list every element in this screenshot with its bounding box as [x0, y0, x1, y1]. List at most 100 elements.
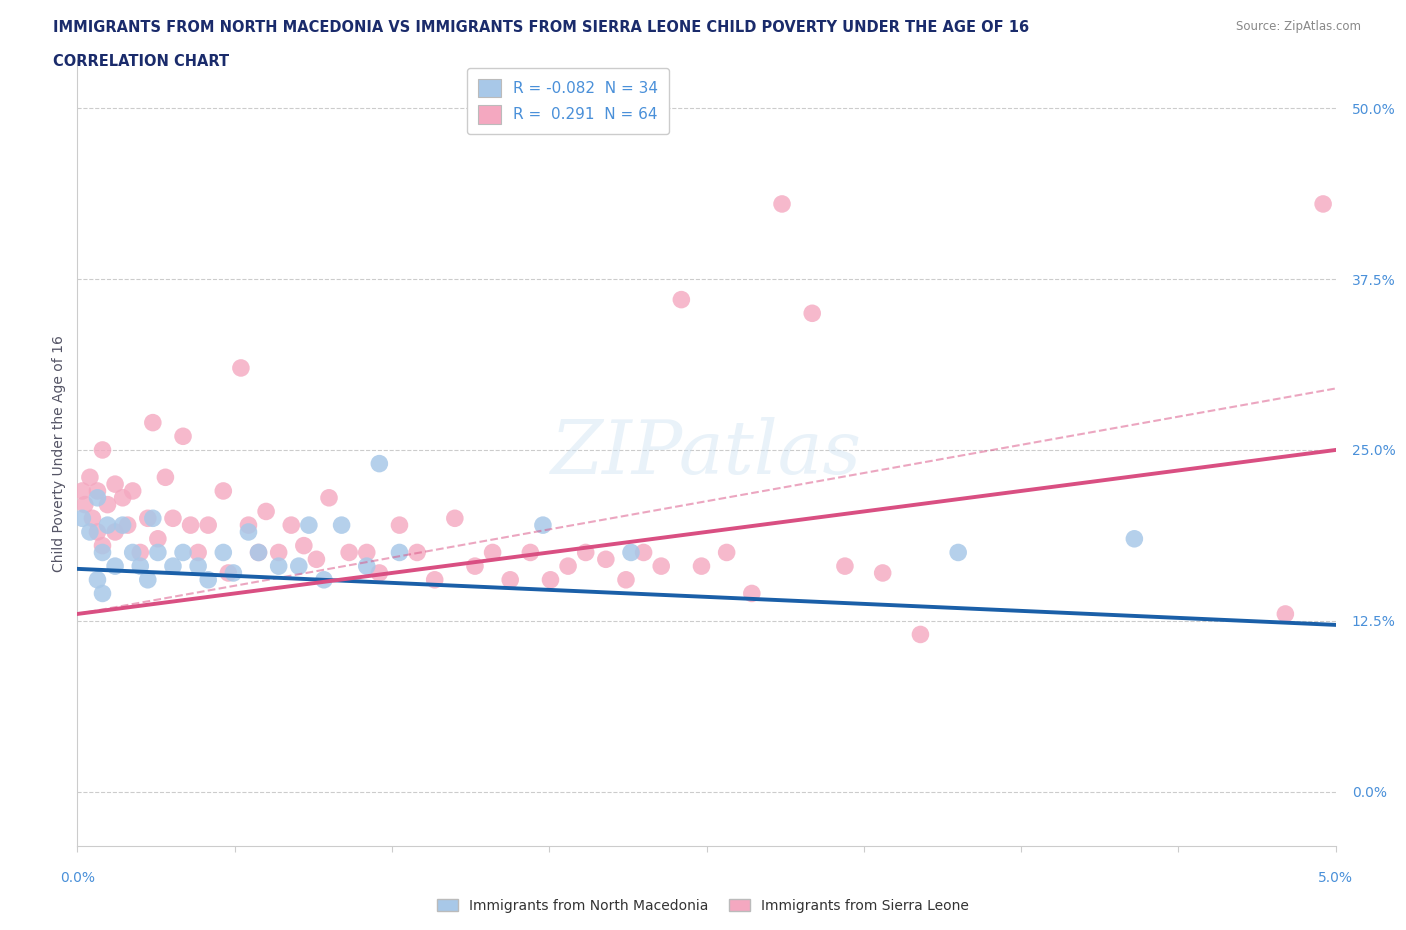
Point — [312, 572, 335, 587]
Point — [388, 518, 411, 533]
Point — [229, 361, 252, 376]
Point — [212, 484, 235, 498]
Point — [136, 572, 159, 587]
Point — [690, 559, 713, 574]
Point — [948, 545, 970, 560]
Point — [801, 306, 824, 321]
Text: CORRELATION CHART: CORRELATION CHART — [53, 54, 229, 69]
Point — [531, 518, 554, 533]
Point — [72, 484, 94, 498]
Point — [79, 525, 101, 539]
Point — [1123, 531, 1146, 546]
Legend: R = -0.082  N = 34, R =  0.291  N = 64: R = -0.082 N = 34, R = 0.291 N = 64 — [467, 68, 669, 135]
Point — [91, 443, 114, 458]
Point — [1312, 196, 1334, 211]
Y-axis label: Child Poverty Under the Age of 16: Child Poverty Under the Age of 16 — [52, 335, 66, 572]
Point — [217, 565, 239, 580]
Point — [368, 565, 391, 580]
Point — [254, 504, 277, 519]
Point — [406, 545, 429, 560]
Point — [104, 525, 127, 539]
Point — [129, 559, 152, 574]
Point — [318, 490, 340, 505]
Text: ZIPatlas: ZIPatlas — [551, 418, 862, 489]
Point — [187, 559, 209, 574]
Legend: Immigrants from North Macedonia, Immigrants from Sierra Leone: Immigrants from North Macedonia, Immigra… — [432, 894, 974, 919]
Point — [519, 545, 541, 560]
Point — [121, 484, 143, 498]
Point — [650, 559, 672, 574]
Point — [136, 511, 159, 525]
Point — [162, 559, 184, 574]
Point — [146, 531, 169, 546]
Point — [575, 545, 598, 560]
Point — [423, 572, 446, 587]
Point — [280, 518, 302, 533]
Point — [356, 545, 378, 560]
Point — [671, 292, 693, 307]
Point — [238, 518, 260, 533]
Point — [96, 518, 118, 533]
Point — [172, 545, 194, 560]
Point — [305, 551, 328, 566]
Point — [741, 586, 763, 601]
Text: Source: ZipAtlas.com: Source: ZipAtlas.com — [1236, 20, 1361, 33]
Point — [388, 545, 411, 560]
Point — [481, 545, 503, 560]
Point — [79, 470, 101, 485]
Point — [86, 572, 108, 587]
Point — [540, 572, 562, 587]
Point — [557, 559, 579, 574]
Point — [464, 559, 486, 574]
Point — [368, 457, 391, 472]
Point — [111, 490, 134, 505]
Point — [86, 490, 108, 505]
Point — [86, 484, 108, 498]
Point — [834, 559, 856, 574]
Point — [91, 545, 114, 560]
Point — [595, 551, 617, 566]
Point — [180, 518, 202, 533]
Point — [356, 559, 378, 574]
Point — [96, 498, 118, 512]
Point — [238, 525, 260, 539]
Point — [187, 545, 209, 560]
Point — [620, 545, 643, 560]
Text: 5.0%: 5.0% — [1319, 870, 1353, 885]
Point — [142, 511, 165, 525]
Point — [337, 545, 360, 560]
Point — [129, 545, 152, 560]
Point — [91, 586, 114, 601]
Point — [172, 429, 194, 444]
Point — [197, 518, 219, 533]
Point — [111, 518, 134, 533]
Point — [499, 572, 522, 587]
Point — [117, 518, 139, 533]
Text: 0.0%: 0.0% — [60, 870, 94, 885]
Point — [330, 518, 353, 533]
Point — [73, 498, 96, 512]
Point — [872, 565, 894, 580]
Point — [247, 545, 270, 560]
Point — [155, 470, 177, 485]
Point — [104, 559, 127, 574]
Point — [292, 538, 315, 553]
Point — [633, 545, 655, 560]
Text: IMMIGRANTS FROM NORTH MACEDONIA VS IMMIGRANTS FROM SIERRA LEONE CHILD POVERTY UN: IMMIGRANTS FROM NORTH MACEDONIA VS IMMIG… — [53, 20, 1029, 35]
Point — [267, 545, 290, 560]
Point — [86, 525, 108, 539]
Point — [82, 511, 104, 525]
Point — [267, 559, 290, 574]
Point — [614, 572, 637, 587]
Point — [212, 545, 235, 560]
Point — [162, 511, 184, 525]
Point — [716, 545, 738, 560]
Point — [910, 627, 932, 642]
Point — [298, 518, 321, 533]
Point — [104, 477, 127, 492]
Point — [146, 545, 169, 560]
Point — [91, 538, 114, 553]
Point — [444, 511, 467, 525]
Point — [1274, 606, 1296, 621]
Point — [247, 545, 270, 560]
